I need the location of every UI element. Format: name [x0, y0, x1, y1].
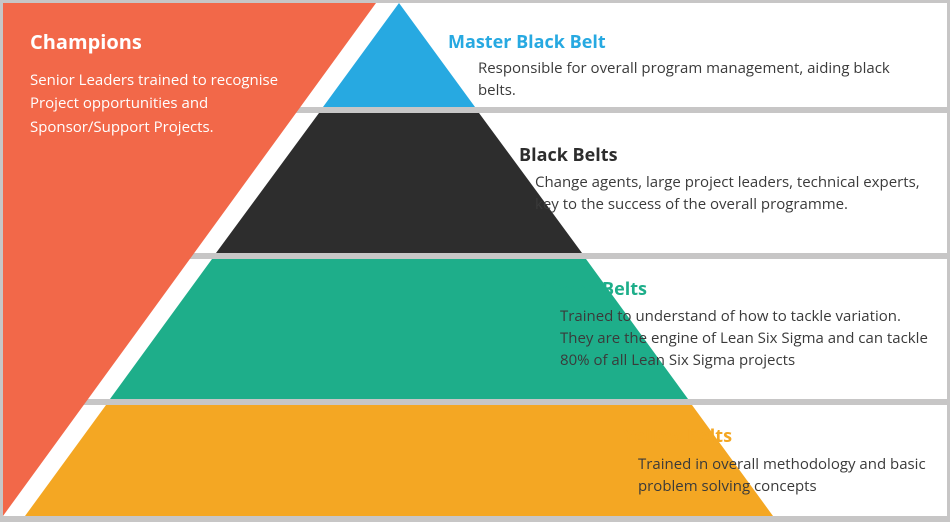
tier-shape-master-black-belt	[323, 3, 475, 107]
champions-description: Senior Leaders trained to recognise Proj…	[30, 69, 290, 139]
tier-title-master-black-belt: Master Black Belt	[448, 30, 606, 54]
tier-description-yellow-belts: Trained in overall methodology and basic…	[638, 454, 938, 498]
tier-title-green-belts: Green Belts	[543, 277, 647, 301]
champions-panel	[3, 3, 376, 516]
tier-description-green-belts: Trained to understand of how to tackle v…	[560, 306, 930, 371]
tier-row-bg	[3, 113, 947, 253]
tier-row-bg	[3, 3, 947, 107]
tier-shape-green-belts	[110, 259, 688, 399]
tier-shape-black-belts	[216, 113, 582, 253]
tier-description-master-black-belt: Responsible for overall program manageme…	[478, 58, 928, 102]
champions-block: Champions Senior Leaders trained to reco…	[30, 28, 290, 139]
tier-row-bg	[3, 405, 947, 516]
champions-title: Champions	[30, 28, 290, 55]
tier-row-bg	[3, 259, 947, 399]
tier-title-yellow-belts: Yellow Belts	[623, 424, 732, 448]
tier-shape-yellow-belts	[25, 405, 773, 516]
tier-title-black-belts: Black Belts	[519, 143, 618, 167]
infographic-canvas: Champions Senior Leaders trained to reco…	[0, 0, 950, 522]
tier-description-black-belts: Change agents, large project leaders, te…	[535, 172, 935, 216]
shapes-layer	[0, 0, 950, 522]
